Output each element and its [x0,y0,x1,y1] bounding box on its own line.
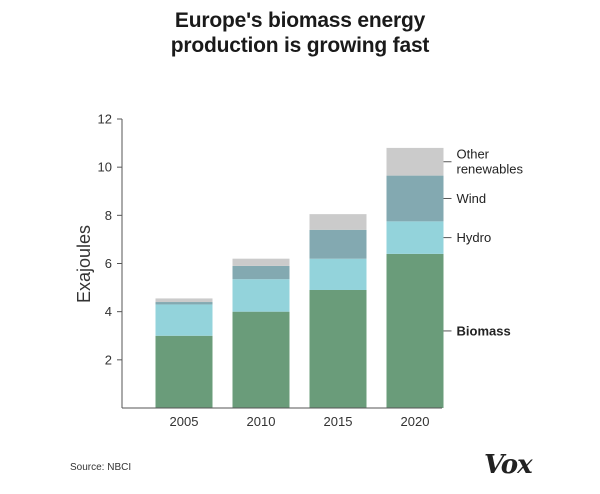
bar-2015-wind [309,229,367,259]
bar-2005-biomass [155,335,213,408]
bar-2020-hydro [386,221,444,254]
y-tick-label-8: 8 [105,208,112,223]
bar-2015-biomass [309,289,367,408]
y-tick-label-12: 12 [98,112,112,127]
legend-label-wind: Wind [457,191,487,206]
bar-2020-biomass [386,253,444,408]
axes-layer: 2005 2010 2015 2020 2 4 6 8 10 12 Exajoules [74,112,442,429]
bar-2010-other-renewables [232,258,290,266]
chart-title-line-1: Europe's biomass energy [174,9,426,32]
legend-label-biomass: Biomass [457,323,511,338]
legend-label-other-renewables-line-2: renewables [457,162,524,177]
x-tick-label-2010: 2010 [247,414,276,429]
x-tick-label-2005: 2005 [170,414,199,429]
y-tick-label-2: 2 [105,352,112,367]
y-tick-label-10: 10 [98,160,112,175]
bar-2020-other-renewables [386,147,444,176]
bars-layer [155,147,444,408]
y-axis-title: Exajoules [74,225,94,303]
bar-2005-hydro [155,304,213,336]
x-tick-label-2015: 2015 [324,414,353,429]
chart-title-line-2: production is growing fast [170,34,430,57]
bar-2010-wind [232,265,290,280]
bar-2020-wind [386,175,444,222]
bar-2005-other-renewables [155,298,213,303]
bar-2010-biomass [232,311,290,408]
bar-2005-wind [155,302,213,305]
y-tick-label-6: 6 [105,256,112,271]
vox-logo: Vox [484,450,533,480]
bar-2010-hydro [232,279,290,312]
x-tick-label-2020: 2020 [401,414,430,429]
source-note: Source: NBCI [70,462,132,473]
bar-2015-hydro [309,258,367,290]
bar-2015-other-renewables [309,214,367,230]
legend-label-other-renewables-line-1: Other [457,147,490,162]
legend-label-hydro: Hydro [457,230,492,245]
chart-title: Europe's biomass energy production is gr… [0,8,600,58]
y-tick-label-4: 4 [105,304,112,319]
